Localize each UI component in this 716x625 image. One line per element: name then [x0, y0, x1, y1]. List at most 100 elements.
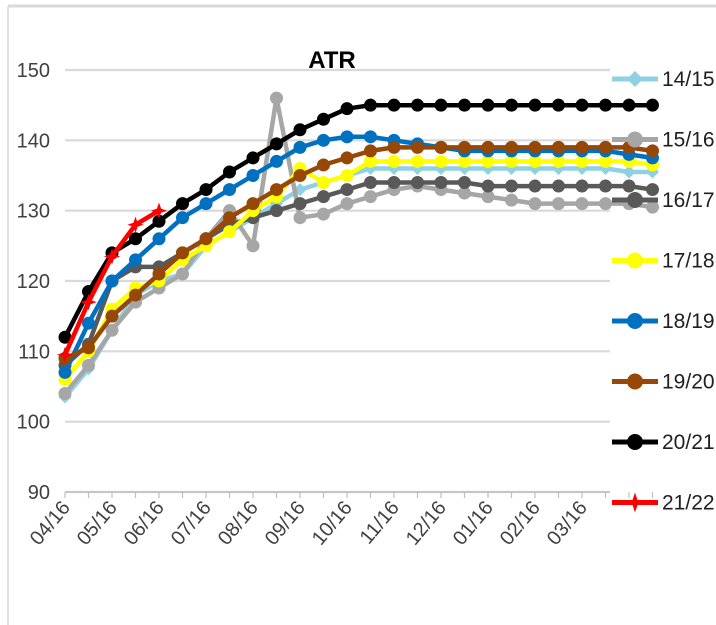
- legend-item: 16/17: [612, 189, 715, 212]
- data-point: [340, 151, 354, 165]
- data-point: [481, 154, 495, 168]
- data-point: [552, 98, 565, 112]
- data-point: [80, 294, 97, 311]
- data-point: [552, 179, 565, 193]
- data-point: [317, 133, 330, 147]
- data-point: [364, 98, 377, 112]
- data-point: [82, 341, 95, 355]
- chart-title: ATR: [308, 47, 356, 74]
- data-point: [505, 154, 518, 168]
- data-point: [317, 176, 330, 190]
- data-point: [505, 193, 518, 207]
- data-point: [505, 98, 518, 112]
- legend-label: 18/19: [662, 310, 715, 333]
- series-20-21: [58, 98, 659, 344]
- data-point: [411, 98, 424, 112]
- data-point: [458, 140, 471, 154]
- data-point: [317, 112, 330, 126]
- data-point: [152, 214, 166, 228]
- data-point: [627, 71, 643, 87]
- data-point: [627, 313, 643, 329]
- data-point: [599, 197, 612, 211]
- legend-label: 14/15: [662, 68, 715, 91]
- data-point: [387, 154, 401, 168]
- data-point: [575, 140, 589, 154]
- y-tick-label: 120: [17, 271, 50, 293]
- data-point: [627, 373, 643, 390]
- data-point: [458, 98, 471, 112]
- y-tick-label: 140: [17, 130, 50, 152]
- data-point: [223, 165, 236, 179]
- data-point: [599, 154, 612, 168]
- data-point: [622, 165, 636, 179]
- legend-item: 17/18: [612, 250, 715, 273]
- series-19-20: [58, 140, 659, 365]
- data-point: [646, 144, 659, 158]
- data-point: [625, 492, 645, 513]
- data-point: [340, 130, 354, 144]
- data-point: [246, 151, 260, 165]
- data-point: [317, 190, 330, 204]
- data-point: [82, 358, 95, 372]
- legend-item: 14/15: [612, 68, 715, 91]
- legend-label: 16/17: [662, 189, 715, 212]
- data-point: [129, 253, 142, 267]
- data-point: [176, 246, 189, 260]
- data-point: [411, 154, 424, 168]
- legend-label: 19/20: [662, 371, 715, 394]
- legend-item: 15/16: [612, 129, 715, 152]
- data-point: [627, 252, 643, 269]
- data-point: [387, 98, 401, 112]
- data-point: [481, 140, 495, 154]
- data-point: [103, 248, 121, 265]
- data-point: [340, 197, 354, 211]
- y-tick-label: 150: [17, 60, 50, 82]
- data-point: [199, 183, 213, 197]
- data-point: [176, 211, 189, 225]
- data-point: [340, 183, 354, 197]
- legend-item: 18/19: [612, 310, 715, 333]
- data-point: [481, 179, 495, 193]
- data-point: [646, 200, 659, 214]
- data-point: [293, 211, 307, 225]
- data-point: [646, 98, 659, 112]
- data-point: [575, 154, 589, 168]
- data-point: [364, 130, 377, 144]
- data-point: [317, 158, 330, 172]
- data-point: [552, 154, 565, 168]
- series-21-22: [56, 202, 168, 363]
- data-point: [58, 387, 72, 401]
- data-point: [528, 98, 542, 112]
- data-point: [599, 140, 612, 154]
- data-point: [434, 140, 448, 154]
- data-point: [434, 154, 448, 168]
- data-point: [528, 154, 542, 168]
- data-point: [293, 140, 307, 154]
- data-point: [56, 346, 74, 363]
- data-point: [458, 154, 471, 168]
- data-point: [364, 190, 377, 204]
- y-tick-label: 90: [28, 482, 50, 504]
- data-point: [646, 183, 659, 197]
- data-point: [599, 179, 612, 193]
- data-point: [150, 202, 168, 219]
- y-tick-label: 110: [18, 341, 50, 363]
- y-tick-label: 100: [17, 412, 50, 434]
- data-point: [340, 169, 354, 182]
- data-point: [246, 169, 260, 182]
- legend-label: 17/18: [662, 250, 715, 273]
- data-point: [627, 131, 643, 148]
- data-point: [552, 197, 565, 211]
- data-point: [82, 316, 95, 330]
- data-point: [223, 225, 236, 239]
- data-point: [129, 288, 142, 302]
- data-point: [127, 216, 144, 233]
- data-point: [105, 323, 119, 337]
- data-point: [129, 232, 142, 246]
- data-point: [270, 204, 283, 218]
- data-point: [411, 140, 424, 154]
- data-point: [293, 197, 307, 211]
- data-point: [481, 98, 495, 112]
